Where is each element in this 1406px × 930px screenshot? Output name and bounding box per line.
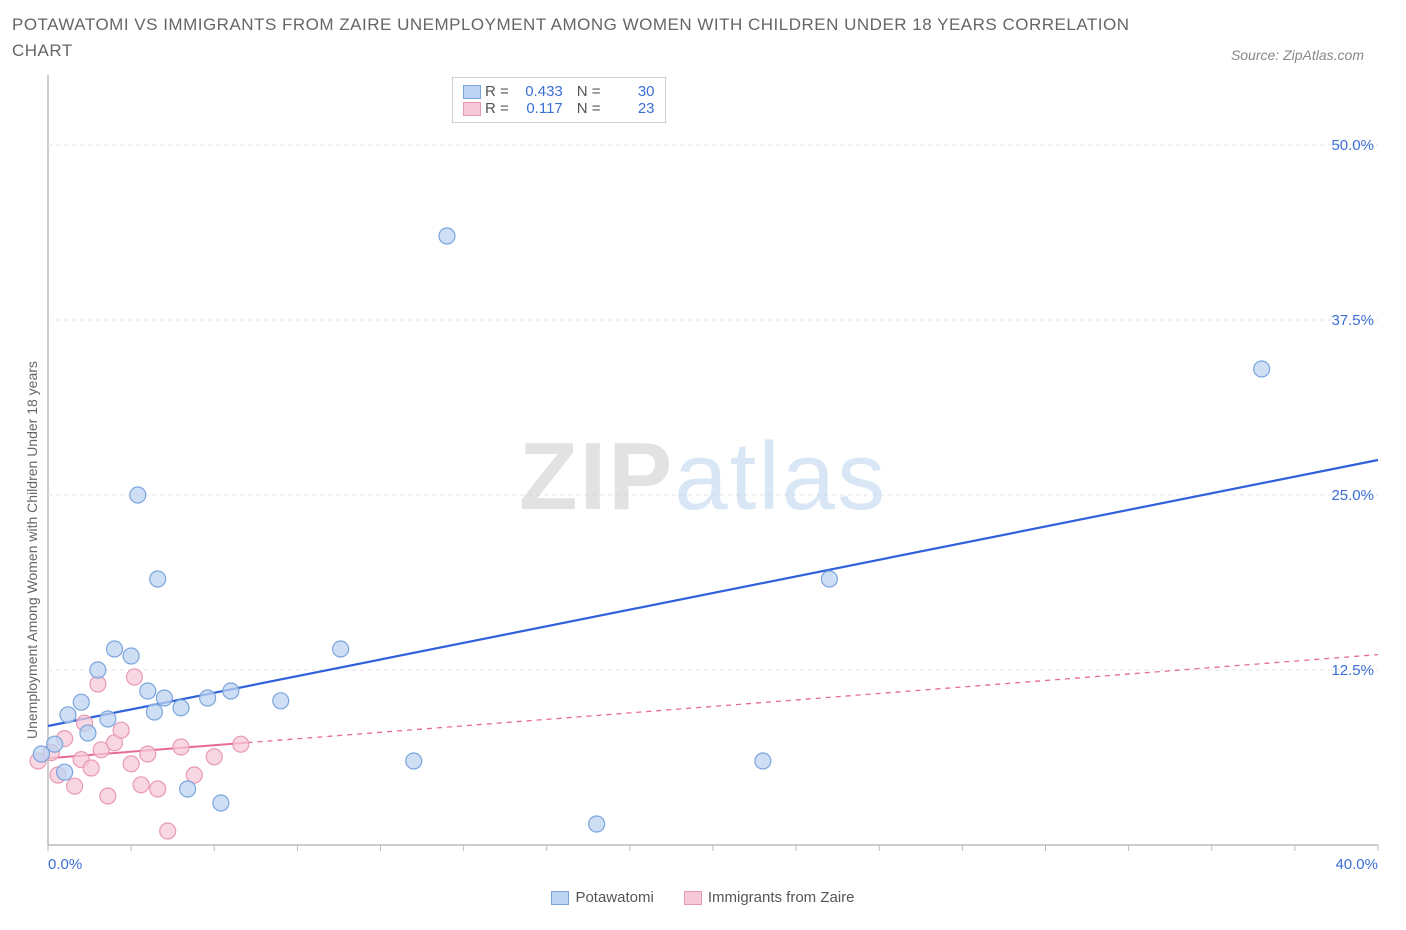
legend-item-a: Potawatomi [551,889,653,906]
svg-text:12.5%: 12.5% [1331,662,1374,679]
svg-text:40.0%: 40.0% [1335,856,1378,873]
svg-text:37.5%: 37.5% [1331,312,1374,329]
stats-legend: R =0.433 N =30 R =0.117 N =23 [452,77,666,123]
legend-item-b: Immigrants from Zaire [684,889,855,906]
source-label: Source: ZipAtlas.com [1231,47,1394,63]
legend-row-a: R =0.433 N =30 [463,83,655,100]
svg-text:25.0%: 25.0% [1331,487,1374,504]
swatch-b [463,102,481,116]
y-axis-label: Unemployment Among Women with Children U… [24,361,40,739]
scatter-plot: 12.5% 25.0% 37.5% 50.0% 0.0% 40.0% [12,69,1406,885]
series-legend: Potawatomi Immigrants from Zaire [12,889,1394,906]
chart-area: Unemployment Among Women with Children U… [12,69,1394,885]
svg-text:0.0%: 0.0% [48,856,82,873]
chart-title: POTAWATOMI VS IMMIGRANTS FROM ZAIRE UNEM… [12,12,1162,63]
legend-row-b: R =0.117 N =23 [463,100,655,117]
swatch-a [463,85,481,99]
svg-text:50.0%: 50.0% [1331,137,1374,154]
